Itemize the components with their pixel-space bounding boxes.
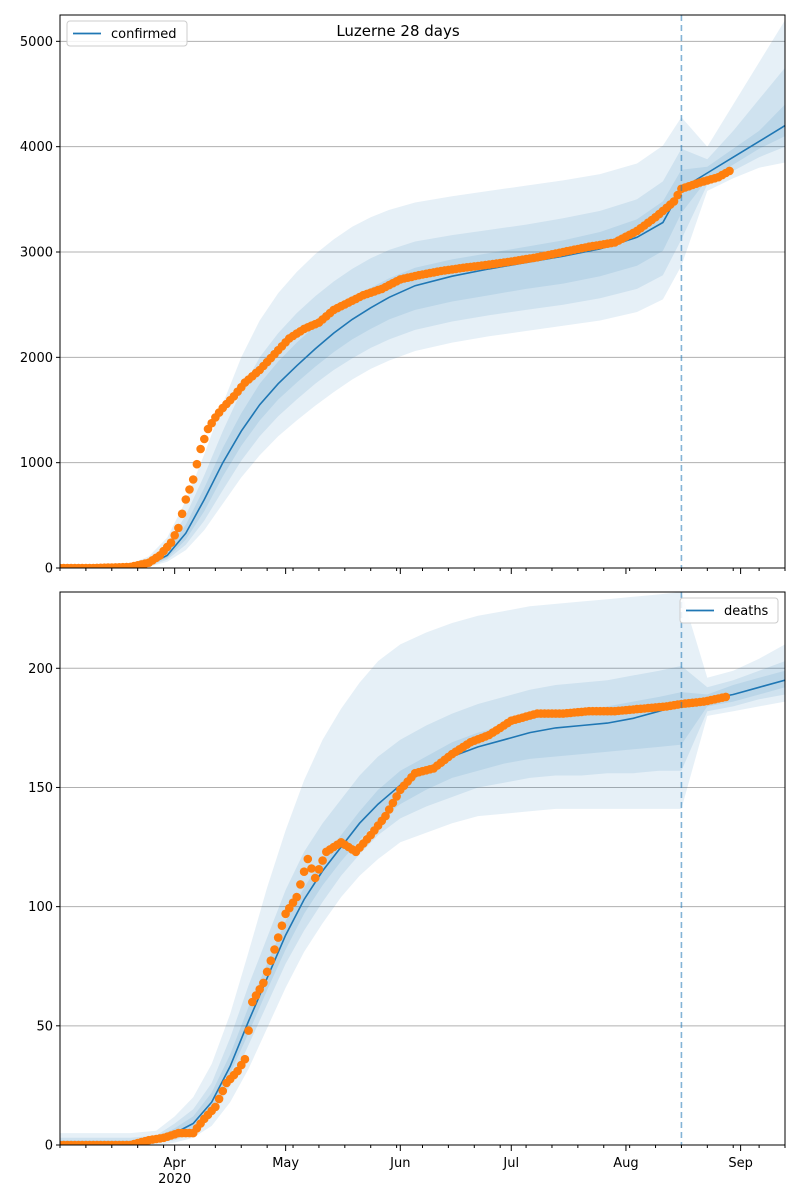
y-tick-label: 200 [28, 662, 53, 677]
confidence-band-2 [60, 661, 785, 1145]
observed-point [296, 880, 305, 889]
y-tick-label: 100 [28, 900, 53, 915]
observed-point [166, 538, 176, 547]
x-tick-label: Aug [613, 1156, 638, 1171]
observed-point [185, 485, 194, 494]
observed-point [277, 921, 287, 930]
observed-point [384, 805, 394, 814]
observed-point [255, 985, 264, 994]
observed-point [211, 1102, 220, 1112]
observed-point [248, 997, 257, 1007]
observed-point [303, 854, 313, 864]
confidence-band-3 [60, 670, 785, 1145]
observed-point [174, 523, 183, 533]
x-year-label: 2020 [158, 1172, 191, 1187]
y-tick-label: 50 [36, 1019, 53, 1034]
observed-point [192, 459, 202, 469]
model-line [60, 124, 785, 568]
chart-title: Luzerne 28 days [336, 22, 460, 40]
observed-point [307, 864, 316, 873]
observed-point [673, 190, 682, 200]
legend: deaths [679, 597, 779, 624]
y-tick-label: 3000 [20, 246, 53, 261]
x-tick-label: Jun [389, 1156, 410, 1171]
confidence-band-1 [60, 592, 785, 1145]
y-tick-label: 1000 [20, 456, 53, 471]
legend-label: confirmed [111, 27, 177, 42]
observed-point [292, 892, 302, 902]
observed-point [314, 865, 324, 874]
y-tick-label: 5000 [20, 35, 53, 50]
y-tick-label: 150 [28, 781, 53, 796]
y-tick-label: 2000 [20, 351, 53, 366]
observed-point [218, 1086, 228, 1096]
observed-point [214, 1094, 224, 1104]
observed-point [266, 956, 276, 965]
y-tick-label: 4000 [20, 140, 53, 155]
plot-area [60, 20, 785, 568]
observed-point [392, 792, 401, 801]
observed-point [170, 531, 179, 540]
x-tick-label: Jul [502, 1156, 519, 1171]
confirmed-panel: 0 1000 2000 3000 4000 5000 confirmed [20, 14, 786, 577]
legend: confirmed [66, 20, 188, 47]
legend-box [66, 20, 188, 47]
legend-box [679, 597, 779, 624]
observed-point [177, 509, 187, 519]
observed-point [244, 1026, 253, 1035]
x-tick-label: Apr [163, 1156, 186, 1171]
observed-point [310, 873, 320, 883]
x-tick-label: May [272, 1156, 299, 1171]
observed-point [721, 692, 731, 702]
observed-point [262, 967, 272, 977]
observed-point [388, 798, 398, 808]
y-tick-label: 0 [45, 562, 53, 577]
observed-point [270, 945, 279, 954]
confidence-band-2 [60, 67, 785, 568]
y-tick-label: 0 [45, 1139, 53, 1154]
observed-point [381, 811, 390, 821]
observed-point [188, 475, 198, 484]
legend-label: deaths [724, 604, 769, 619]
observed-point [200, 434, 209, 444]
plot-area [60, 592, 785, 1145]
observed-point [240, 1054, 250, 1064]
observed-point [273, 933, 283, 942]
observed-point [181, 495, 191, 504]
observed-point [259, 978, 268, 988]
observed-point [196, 444, 205, 454]
observed-point [725, 166, 734, 176]
deaths-panel: 0 50 100 150 200 Apr May Jun Jul Aug Sep 2020 deaths [28, 591, 786, 1187]
observed-point [299, 867, 309, 876]
observed-point [318, 856, 327, 865]
x-tick-label: Sep [728, 1156, 753, 1171]
observed-point [251, 991, 261, 1000]
observed-point [669, 197, 679, 206]
